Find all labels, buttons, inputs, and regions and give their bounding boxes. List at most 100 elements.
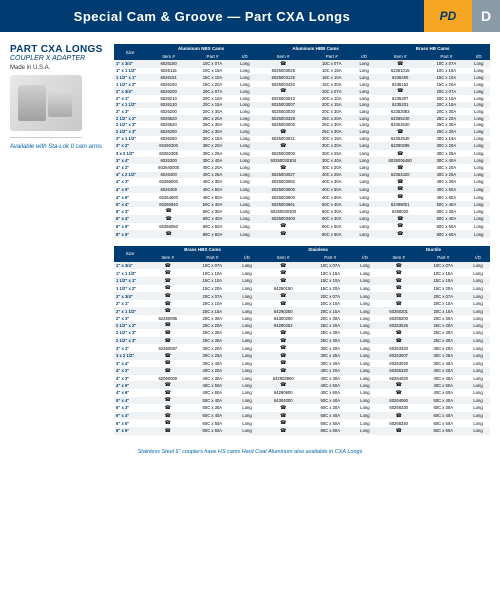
cell-value: 62360087 bbox=[146, 344, 190, 352]
cell-value: 60C x 40A bbox=[310, 215, 352, 223]
cell-value: Long bbox=[234, 164, 256, 172]
table-row: 6" x 3"☎60C x 30ALong6025003030060C x 30… bbox=[114, 207, 490, 215]
cell-value: 30C x 40A bbox=[310, 157, 352, 164]
cell-value: ☎ bbox=[259, 300, 307, 308]
cell-value: ☎ bbox=[259, 381, 307, 389]
cell-value: Long bbox=[353, 360, 377, 368]
cell-value: 62060000 bbox=[146, 375, 190, 382]
cell-value: 80C x 60A bbox=[191, 230, 233, 238]
cell-size: 2 1/2" x 3" bbox=[114, 128, 146, 136]
cell-value: 6026408 bbox=[146, 186, 191, 194]
cell-value: 6026120 bbox=[146, 102, 191, 109]
cell-value: Long bbox=[353, 60, 375, 68]
cell-value: 25C x 30A bbox=[190, 337, 236, 345]
cell-value: 20C x 15A bbox=[425, 102, 467, 109]
cell-value: Long bbox=[234, 193, 256, 201]
cell-value: 64290600 bbox=[259, 389, 307, 397]
section-tab: D bbox=[472, 0, 500, 32]
cell-value: 10C x 07A bbox=[310, 60, 352, 68]
cell-value: Long bbox=[466, 427, 490, 435]
cell-value: Long bbox=[466, 307, 490, 315]
cell-value: 15C x 20A bbox=[310, 81, 352, 88]
cell-value: ☎ bbox=[259, 352, 307, 360]
cell-value: Long bbox=[234, 186, 256, 194]
cell-value: Long bbox=[235, 404, 259, 412]
cell-value: 40C x 30A bbox=[307, 375, 353, 382]
cell-value: Long bbox=[353, 277, 377, 285]
cell-value: Long bbox=[353, 397, 377, 405]
cell-value: Long bbox=[468, 128, 490, 136]
cell-value: Long bbox=[235, 412, 259, 420]
cell-value: 15C x 10A bbox=[190, 277, 236, 285]
cell-value: ☎ bbox=[259, 360, 307, 368]
cell-value: 30C x 20A bbox=[191, 142, 233, 150]
cell-value: ☎ bbox=[146, 215, 191, 223]
cell-value: Long bbox=[234, 207, 256, 215]
table-row: 2" x 1 1/2"602612020C x 15ALong602500300… bbox=[114, 102, 490, 109]
cell-value: 6025003027 bbox=[256, 172, 310, 179]
cell-value: 40C x 50A bbox=[310, 186, 352, 194]
table-row: 2 1/2" x 2"602652025C x 20ALong602500332… bbox=[114, 115, 490, 122]
cell-value: 20C x 07A bbox=[191, 87, 233, 95]
cell-value: 602640000 bbox=[146, 164, 191, 172]
sidebar: PART CXA LONGS COUPLER X ADAPTER Made in… bbox=[10, 44, 106, 443]
cell-value: 15C x 20A bbox=[425, 81, 467, 88]
cell-value: 40C x 60A bbox=[425, 193, 467, 201]
cell-value: 60C x 40A bbox=[420, 412, 466, 420]
table-row: 5" x 4"☎50C x 40ALong6430400050C x 40ALo… bbox=[114, 397, 490, 405]
cell-size: 4" x 6" bbox=[114, 193, 146, 201]
cell-value: Long bbox=[234, 142, 256, 150]
cell-value: 64290252 bbox=[259, 322, 307, 330]
cell-value: 6026520 bbox=[146, 121, 191, 128]
cell-value: 6025003400 bbox=[256, 215, 310, 223]
cell-value: 50C x 40A bbox=[420, 397, 466, 405]
cell-value: Long bbox=[353, 412, 377, 420]
table-row: 4" x 3"6026600040C x 30ALong602500308240… bbox=[114, 178, 490, 186]
cell-value: 60268340 bbox=[377, 419, 421, 427]
cell-size: 1" x 3/4" bbox=[114, 262, 146, 270]
cell-value: 6025003025 bbox=[256, 68, 310, 75]
table-row: 6" x 4"☎60C x 40ALong☎60C x 40ALong☎60C … bbox=[114, 412, 490, 420]
table-row: 1 1/2" x 2"☎15C x 20ALong6429015015C x 2… bbox=[114, 285, 490, 293]
cell-value: Long bbox=[466, 322, 490, 330]
cell-value: Long bbox=[468, 178, 490, 186]
header-title: Special Cam & Groove — Part CXA Longs bbox=[0, 9, 424, 24]
cell-value: ☎ bbox=[146, 322, 190, 330]
cell-value: Long bbox=[466, 292, 490, 300]
cell-value: 40C x 20A bbox=[191, 164, 233, 172]
cell-value: 6026400 bbox=[146, 172, 191, 179]
cell-value: 40C x 50A bbox=[191, 186, 233, 194]
cell-size: 3 x 2 1/2" bbox=[114, 352, 146, 360]
cell-size: 3" x 2" bbox=[114, 344, 146, 352]
cell-value: 20C x 15A bbox=[420, 307, 466, 315]
cell-value: 25C x 30A bbox=[307, 329, 353, 337]
col-sub: Part # bbox=[190, 254, 236, 262]
cell-size: 3" x 2" bbox=[114, 142, 146, 150]
cell-value: 60C x 40A bbox=[191, 215, 233, 223]
cell-value: 60C x 40A bbox=[307, 412, 353, 420]
cell-value: 50C x 40A bbox=[307, 397, 353, 405]
cell-value: 20C x 30A bbox=[310, 108, 352, 115]
cell-value: Long bbox=[234, 178, 256, 186]
cell-size: 2" x 3/4" bbox=[114, 292, 146, 300]
cell-value: ☎ bbox=[377, 262, 421, 270]
cell-value: ☎ bbox=[375, 186, 425, 194]
cell-value: ☎ bbox=[375, 193, 425, 201]
cell-value: Long bbox=[353, 150, 375, 158]
cell-value: Long bbox=[353, 136, 375, 143]
cell-value: 60260201 bbox=[377, 307, 421, 315]
cell-size: 1 1/2" x 2" bbox=[114, 285, 146, 293]
table-row: 1" x 1 1/2"☎10C x 10ALong☎10C x 15ALong☎… bbox=[114, 269, 490, 277]
cell-value: 60C x 30A bbox=[190, 404, 236, 412]
cell-value: ☎ bbox=[256, 142, 310, 150]
cell-value: 15C x 20A bbox=[190, 285, 236, 293]
cell-value: ☎ bbox=[259, 404, 307, 412]
cell-size: 6" x 3" bbox=[114, 207, 146, 215]
cell-value: Long bbox=[353, 102, 375, 109]
cell-value: Long bbox=[466, 269, 490, 277]
cell-value: 60C x 50A bbox=[420, 419, 466, 427]
cell-value: ☎ bbox=[256, 164, 310, 172]
cell-value: 80C x 60A bbox=[310, 230, 352, 238]
cell-value: Long bbox=[468, 201, 490, 208]
cell-value: ☎ bbox=[256, 128, 310, 136]
